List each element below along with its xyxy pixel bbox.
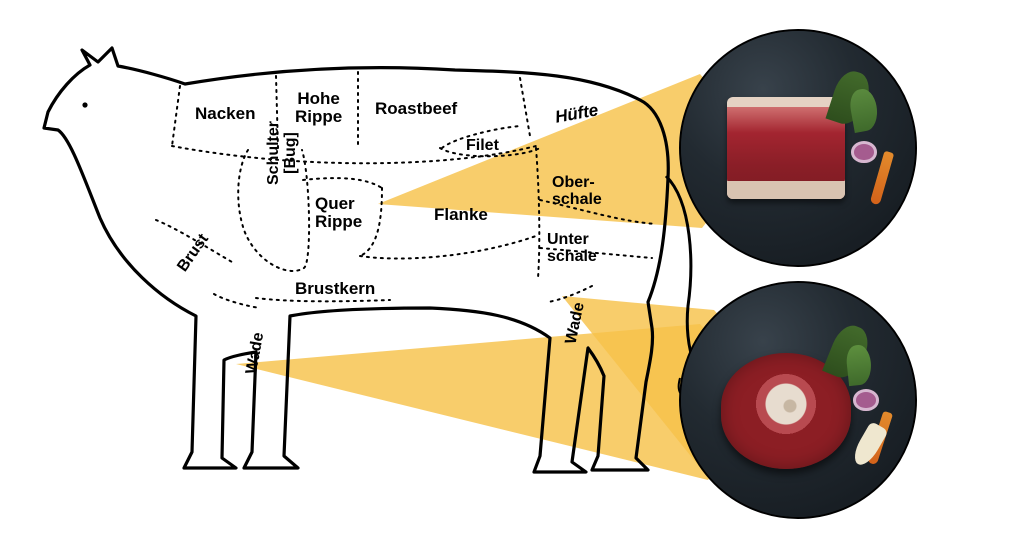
beef-cuts-diagram: Nacken Hohe Rippe Roastbeef Hüfte Filet … — [0, 0, 1024, 545]
photo-wade-cut — [679, 281, 917, 519]
photo-flanke-cut — [679, 29, 917, 267]
